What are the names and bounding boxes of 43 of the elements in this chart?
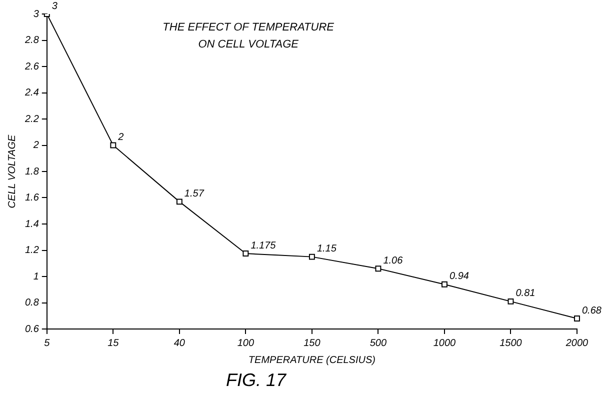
point xyxy=(574,316,580,322)
x-tick-label: 1500 xyxy=(500,338,522,349)
x-axis-title: TEMPERATURE (CELSIUS) xyxy=(248,354,376,366)
y-axis-title: CELL VOLTAGE xyxy=(6,134,18,208)
data-label: 2 xyxy=(117,132,124,144)
y-tick-label: 1 xyxy=(33,271,39,282)
data-label: 0.94 xyxy=(449,271,470,282)
y-tick-label: 0.8 xyxy=(24,298,40,309)
y-tick-label: 1.8 xyxy=(24,166,40,178)
text: THE EFFECT OF TEMPERATURE ON CELL VOLTAGE xyxy=(162,22,335,51)
data-label: 1.15 xyxy=(316,244,337,255)
x-tick-label: 500 xyxy=(370,338,387,349)
data-label: 0.81 xyxy=(516,288,536,300)
y-tick-label: 1.2 xyxy=(24,245,40,256)
data-label: 1.57 xyxy=(184,188,204,200)
caption: FIG. 17 xyxy=(226,370,288,390)
x-tick-label: 1000 xyxy=(433,338,456,349)
y-tick-label: 3 xyxy=(33,8,40,20)
y-tick-label: 2.2 xyxy=(24,114,40,125)
data-label: 0.68 xyxy=(582,305,602,316)
y-tick-label: 1.4 xyxy=(24,218,40,230)
x-tick-label: 100 xyxy=(237,338,254,349)
y-tick-label: 0.6 xyxy=(24,324,40,335)
y-tick-label: 1.6 xyxy=(24,192,40,204)
data-label: 1.06 xyxy=(383,255,404,266)
x-tick-label: 5 xyxy=(44,338,50,349)
x-tick-label: 150 xyxy=(304,338,321,349)
x-tick-label: 40 xyxy=(174,338,186,349)
point xyxy=(242,250,249,257)
point xyxy=(308,254,315,260)
data-label: 1.175 xyxy=(250,240,276,252)
y-tick-label: 2.4 xyxy=(24,88,40,99)
x-tick-label: 2000 xyxy=(564,338,589,349)
point xyxy=(375,266,382,272)
y-tick-label: 2.6 xyxy=(24,61,40,72)
x-tick-label: 15 xyxy=(108,338,120,349)
point xyxy=(176,198,182,205)
y-tick-label: 2.8 xyxy=(24,35,40,46)
point xyxy=(508,298,514,304)
data-label: 3 xyxy=(52,0,58,12)
point xyxy=(442,281,448,288)
y-tick-label: 2 xyxy=(32,140,40,152)
point xyxy=(110,142,116,148)
